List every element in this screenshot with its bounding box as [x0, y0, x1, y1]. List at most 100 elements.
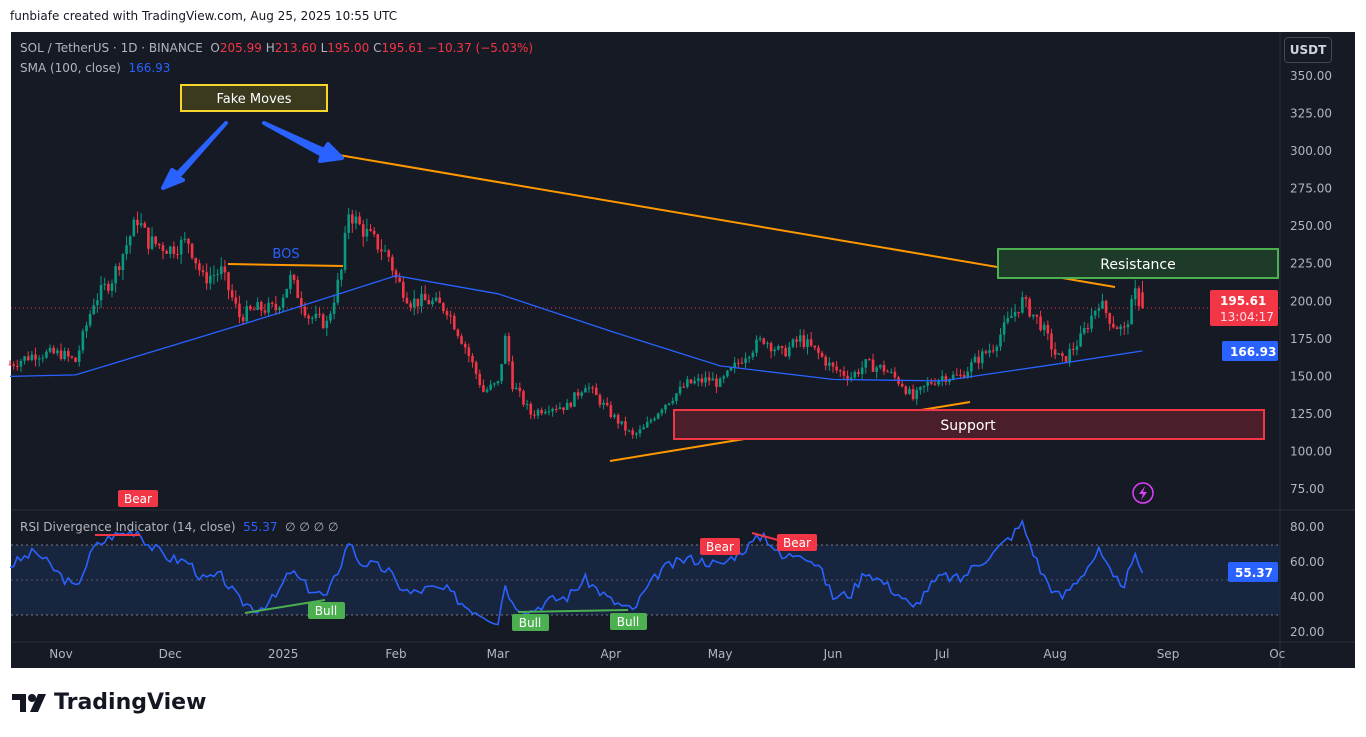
candle[interactable] [256, 302, 259, 310]
candle[interactable] [755, 339, 758, 353]
candle[interactable] [460, 336, 463, 344]
candle[interactable] [1064, 356, 1068, 362]
candle[interactable] [1024, 297, 1028, 299]
candle[interactable] [565, 402, 569, 410]
candle[interactable] [394, 270, 398, 278]
candle[interactable] [594, 387, 598, 396]
candle[interactable] [853, 371, 857, 378]
candle[interactable] [638, 429, 642, 434]
candle[interactable] [107, 283, 110, 291]
candle[interactable] [136, 219, 139, 226]
candle[interactable] [798, 335, 802, 342]
candle[interactable] [926, 381, 929, 386]
candle[interactable] [56, 350, 59, 354]
candle[interactable] [1028, 298, 1031, 317]
candle[interactable] [292, 274, 296, 280]
candle[interactable] [951, 374, 955, 380]
candle[interactable] [1068, 348, 1071, 362]
candle[interactable] [544, 411, 547, 414]
candle[interactable] [1090, 315, 1093, 329]
candle[interactable] [8, 364, 12, 366]
candle[interactable] [41, 357, 45, 359]
candle[interactable] [325, 320, 329, 329]
candle[interactable] [351, 214, 354, 224]
candle[interactable] [737, 362, 740, 364]
candle[interactable] [347, 214, 350, 233]
candle[interactable] [602, 402, 605, 405]
candle[interactable] [452, 315, 456, 330]
candle[interactable] [103, 283, 106, 286]
candle[interactable] [1042, 324, 1046, 331]
candle[interactable] [886, 371, 889, 373]
candle[interactable] [511, 361, 514, 390]
candle[interactable] [955, 374, 959, 376]
candle[interactable] [948, 379, 951, 382]
candle[interactable] [267, 302, 270, 313]
candle[interactable] [401, 281, 405, 298]
candle[interactable] [893, 371, 897, 378]
candle[interactable] [474, 362, 478, 374]
candle[interactable] [205, 272, 208, 284]
candle[interactable] [540, 410, 543, 414]
candle[interactable] [536, 410, 540, 416]
candle[interactable] [391, 256, 394, 271]
candle[interactable] [835, 366, 838, 371]
candle[interactable] [321, 314, 325, 329]
candle[interactable] [150, 236, 154, 249]
candle[interactable] [219, 266, 223, 275]
candle[interactable] [1050, 333, 1053, 350]
sma-line[interactable] [9, 275, 1143, 382]
candle[interactable] [431, 300, 434, 305]
candle[interactable] [984, 351, 988, 353]
candle[interactable] [420, 293, 423, 307]
candle[interactable] [787, 346, 791, 357]
candle[interactable] [358, 216, 361, 225]
candle[interactable] [252, 309, 256, 311]
candle[interactable] [817, 347, 820, 353]
candle[interactable] [991, 350, 995, 352]
candle[interactable] [285, 288, 289, 298]
candle[interactable] [223, 266, 227, 273]
candle[interactable] [780, 346, 784, 348]
candle[interactable] [354, 216, 358, 224]
candle[interactable] [846, 375, 849, 380]
candle[interactable] [1119, 326, 1122, 330]
candle[interactable] [598, 395, 602, 405]
candle[interactable] [838, 370, 842, 372]
candle[interactable] [212, 274, 216, 276]
candle[interactable] [208, 275, 212, 284]
support-zone[interactable] [673, 409, 1265, 440]
candle[interactable] [988, 350, 991, 353]
candle[interactable] [1010, 316, 1013, 319]
candle[interactable] [795, 339, 798, 342]
candle[interactable] [463, 343, 467, 348]
candle[interactable] [715, 378, 718, 387]
candle[interactable] [289, 274, 292, 289]
candle[interactable] [653, 418, 656, 421]
candle[interactable] [857, 371, 860, 375]
candle[interactable] [63, 350, 66, 360]
bos-label[interactable]: BOS [272, 247, 299, 262]
candle[interactable] [682, 386, 685, 388]
candle[interactable] [52, 347, 56, 354]
candle[interactable] [784, 347, 787, 357]
candle[interactable] [343, 232, 347, 270]
candle[interactable] [645, 421, 649, 428]
candle[interactable] [110, 283, 114, 291]
candle[interactable] [525, 403, 529, 405]
candle[interactable] [882, 364, 886, 372]
candle[interactable] [937, 379, 940, 385]
candle[interactable] [624, 421, 627, 431]
candle[interactable] [125, 245, 128, 255]
candle[interactable] [1039, 316, 1042, 331]
candle[interactable] [478, 373, 482, 386]
candle[interactable] [201, 270, 205, 273]
candle[interactable] [573, 392, 576, 407]
candle[interactable] [1017, 311, 1021, 313]
candle[interactable] [919, 387, 922, 391]
candle[interactable] [718, 378, 722, 387]
candle[interactable] [627, 430, 631, 432]
fake-move-arrow-left[interactable] [161, 121, 228, 190]
currency-button[interactable]: USDT [1284, 37, 1332, 63]
